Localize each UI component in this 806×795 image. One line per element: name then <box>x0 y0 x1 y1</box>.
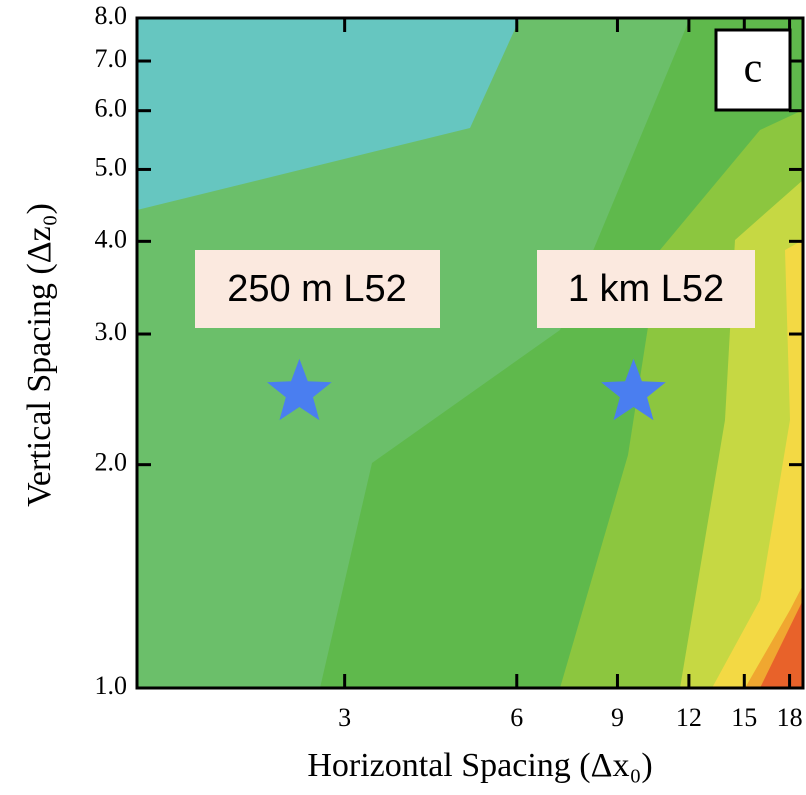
x-tick-label: 6 <box>510 703 523 732</box>
contour-region <box>712 240 803 688</box>
x-tick-label: 18 <box>777 703 803 732</box>
star-marker <box>267 358 332 421</box>
contour-fill <box>137 18 803 688</box>
contour-region <box>760 600 803 688</box>
y-axis-label: Vertical Spacing (Δz₀) <box>21 203 58 507</box>
y-tick-label: 6.0 <box>95 94 128 123</box>
y-tick-label: 7.0 <box>95 44 128 73</box>
x-tick-label: 15 <box>731 703 757 732</box>
x-tick-label: 3 <box>338 703 351 732</box>
x-tick-label: 9 <box>611 703 624 732</box>
y-tick-label: 5.0 <box>95 152 128 181</box>
panel-label-box <box>714 28 792 112</box>
x-axis-label: Horizontal Spacing (Δx₀) <box>307 747 652 784</box>
annotation: 1 km L52 <box>568 268 724 310</box>
y-tick-label: 2.0 <box>95 448 128 477</box>
y-tick-label: 8.0 <box>95 1 128 30</box>
y-tick-label: 4.0 <box>95 224 128 253</box>
x-tick-label: 12 <box>676 703 702 732</box>
contour-region <box>137 18 520 210</box>
annotation-box <box>195 250 440 328</box>
plot-frame <box>135 16 805 690</box>
annotation-box <box>537 250 755 328</box>
star-marker <box>601 358 666 421</box>
y-tick-label: 3.0 <box>95 317 128 346</box>
panel-label: c <box>744 46 763 92</box>
y-tick-label: 1.0 <box>95 671 128 700</box>
annotation: 250 m L52 <box>227 268 407 310</box>
